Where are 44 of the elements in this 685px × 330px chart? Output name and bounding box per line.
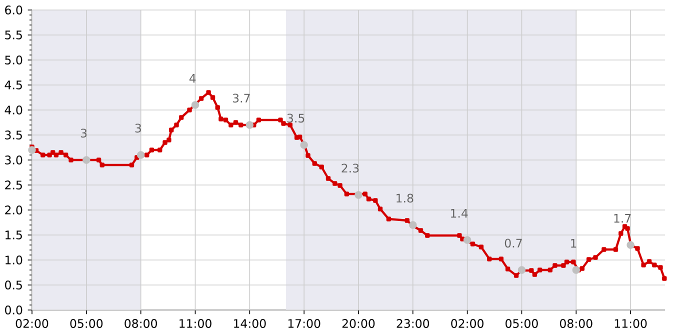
x-tick-label: 02:00 xyxy=(451,319,484,328)
x-tick-label: 11:00 xyxy=(614,319,647,328)
y-tick-label: 3.0 xyxy=(5,156,22,164)
point xyxy=(246,121,254,129)
x-tick-label: 05:00 xyxy=(506,319,538,328)
annotation: 1 xyxy=(571,239,576,248)
point xyxy=(572,266,580,274)
y-tick-label: 5.5 xyxy=(5,30,22,40)
y-tick-label: 4.5 xyxy=(4,80,22,90)
x-tick-label: 11:00 xyxy=(180,319,212,328)
x-tick-label: 02:00 xyxy=(16,319,48,328)
annotation: 3 xyxy=(135,124,141,133)
y-tick-label: 0.5 xyxy=(5,280,22,290)
point xyxy=(191,101,200,109)
annotation: 3.5 xyxy=(287,114,304,123)
annotation: 1.4 xyxy=(451,209,468,218)
point xyxy=(136,151,145,159)
point xyxy=(28,146,36,154)
y-tick-label: 6.0 xyxy=(5,6,22,14)
y-tick-label: 4.0 xyxy=(4,106,22,114)
y-tick-label: 2.5 xyxy=(5,180,22,190)
x-tick-label: 08:00 xyxy=(560,319,592,328)
point xyxy=(463,236,472,244)
y-tick-label: 1.5 xyxy=(6,230,22,240)
x-tick-label: 17:00 xyxy=(288,319,320,328)
x-tick-label: 08:00 xyxy=(124,319,157,328)
y-tick-label: 5.0 xyxy=(5,56,22,64)
annotation: 1.7 xyxy=(614,214,631,223)
y-tick-label: 0.0 xyxy=(5,306,22,314)
annotation: 2.3 xyxy=(342,164,359,173)
x-tick-label: 14:00 xyxy=(234,319,266,328)
annotation: 3.7 xyxy=(232,94,250,103)
x-tick-label: 23:00 xyxy=(396,319,430,328)
annotation: 4 xyxy=(189,74,196,83)
annotation: 0.7 xyxy=(504,238,522,248)
annotation: 1.8 xyxy=(396,194,414,203)
point xyxy=(354,191,362,199)
y-tick-label: 2.0 xyxy=(5,206,22,214)
annotation: 3 xyxy=(80,128,87,138)
x-tick-label: 05:00 xyxy=(70,319,103,328)
y-tick-label: 3.5 xyxy=(5,130,22,140)
y-tick-label: 1.0 xyxy=(6,256,22,264)
point xyxy=(82,156,90,164)
x-tick-label: 20:00 xyxy=(342,319,375,328)
